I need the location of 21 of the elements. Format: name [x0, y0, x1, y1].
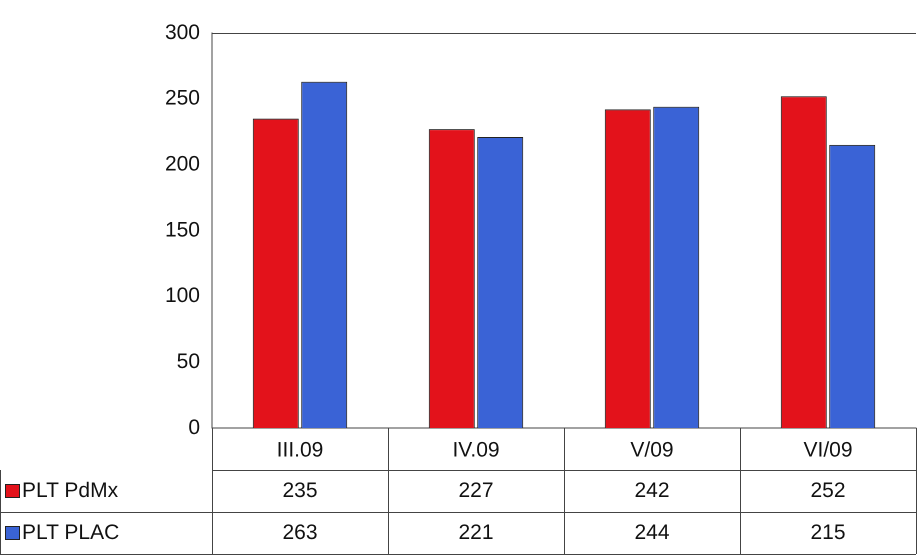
x-tick-label: III.09 — [276, 438, 324, 462]
x-tick-label: IV.09 — [452, 438, 500, 462]
x-tick-label: VI/09 — [803, 438, 853, 462]
data-label: 235 — [282, 478, 318, 502]
y-tick-label: 0 — [188, 416, 200, 439]
data-label: 244 — [634, 520, 670, 544]
y-tick-label: 200 — [164, 152, 200, 176]
y-tick-label: 150 — [164, 218, 200, 242]
data-label: 221 — [458, 520, 494, 544]
data-label: 252 — [810, 478, 846, 502]
legend-label: PLT PLAC — [22, 520, 120, 544]
y-tick-label: 250 — [164, 86, 200, 110]
data-label: 263 — [282, 520, 318, 544]
y-tick-label: 300 — [164, 20, 200, 44]
y-tick-label: 50 — [176, 350, 200, 373]
x-tick-label: V/09 — [630, 438, 674, 462]
y-tick-label: 100 — [164, 284, 200, 308]
data-label: 215 — [810, 520, 846, 544]
data-label: 227 — [458, 478, 494, 502]
legend-label: PLT PdMx — [22, 478, 119, 502]
data-label: 242 — [634, 478, 670, 502]
